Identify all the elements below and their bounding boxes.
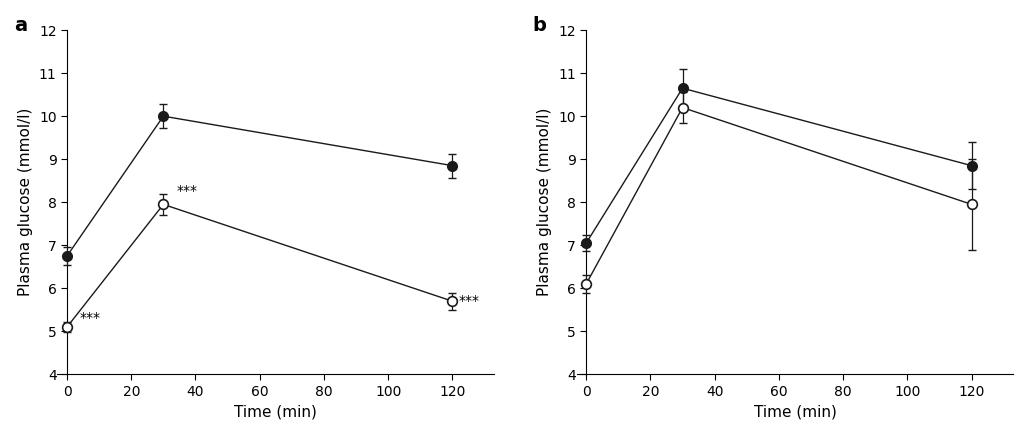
Text: a: a xyxy=(13,16,27,35)
Text: b: b xyxy=(533,16,547,35)
Text: ***: *** xyxy=(458,294,480,308)
Y-axis label: Plasma glucose (mmol/l): Plasma glucose (mmol/l) xyxy=(19,108,33,296)
X-axis label: Time (min): Time (min) xyxy=(235,404,317,419)
Text: ***: *** xyxy=(176,184,197,198)
Text: ***: *** xyxy=(80,311,101,325)
Y-axis label: Plasma glucose (mmol/l): Plasma glucose (mmol/l) xyxy=(538,108,552,296)
X-axis label: Time (min): Time (min) xyxy=(754,404,836,419)
